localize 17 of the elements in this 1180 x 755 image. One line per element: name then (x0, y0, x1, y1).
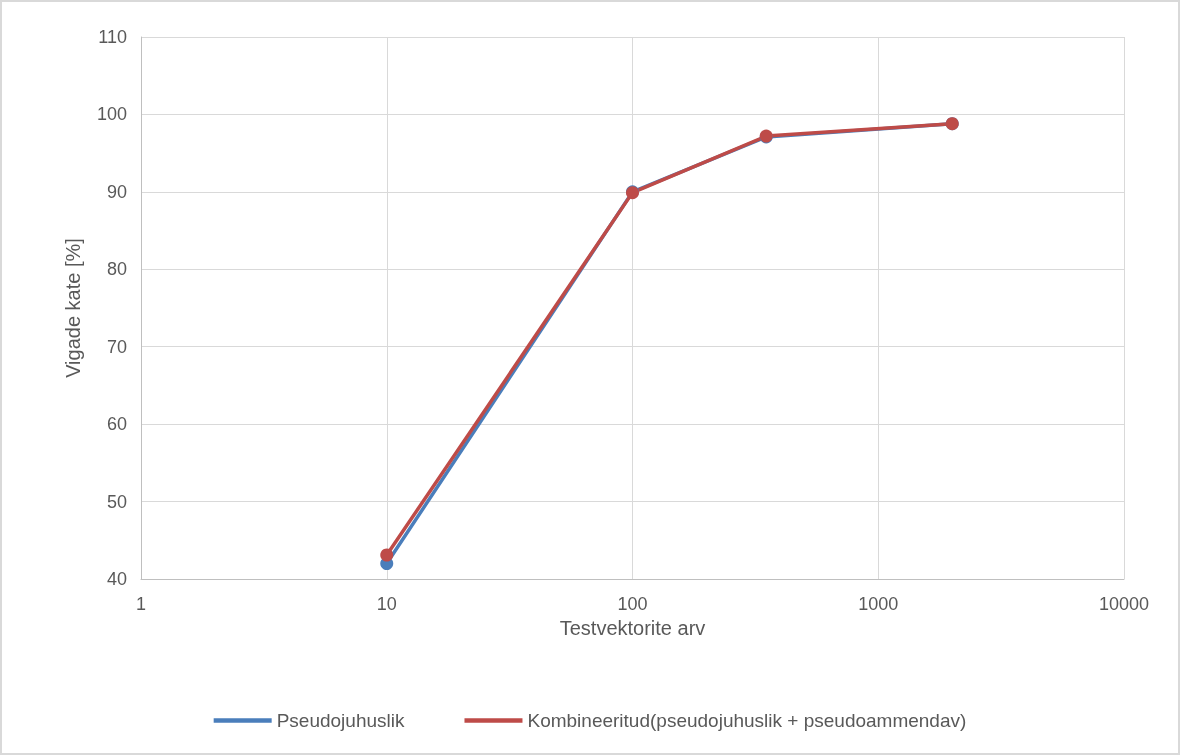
y-tick-label: 90 (106, 181, 127, 202)
y-tick-label: 100 (96, 104, 127, 125)
x-tick-label: 10 (376, 594, 397, 614)
legend-label: Kombineeritud(pseudojuhuslik + pseudoammendav) (527, 710, 967, 731)
x-tick-label: 1 (135, 594, 147, 614)
x-tick-label: 1000 (858, 594, 899, 614)
legend-label: Pseudojuhuslik (276, 710, 405, 731)
y-tick-label: 80 (106, 259, 127, 280)
y-tick-label: 110 (98, 27, 127, 47)
y-tick-label: 70 (106, 336, 127, 357)
x-tick-label: 100 (617, 594, 648, 614)
y-tick-label: 60 (106, 414, 127, 435)
y-tick-label: 40 (106, 569, 127, 589)
x-tick-label: 10000 (1098, 594, 1150, 614)
x-axis-title: Testvektorite arv (559, 616, 706, 639)
y-axis-title: Vigade kate [%] (62, 238, 84, 378)
y-tick-label: 50 (106, 491, 127, 512)
